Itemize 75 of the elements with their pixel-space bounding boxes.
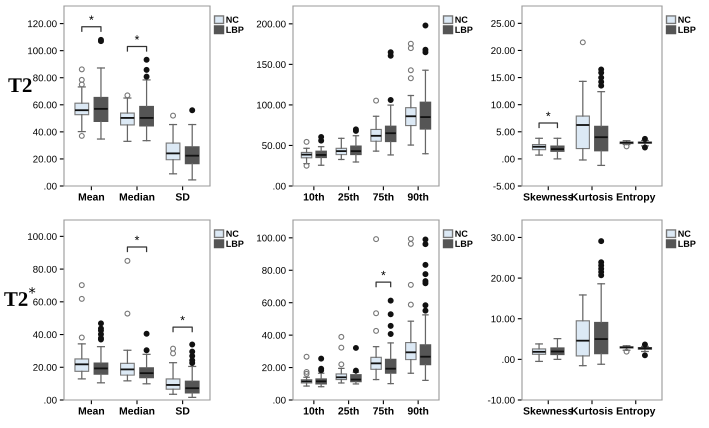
x-tick-label: Median: [120, 406, 154, 415]
y-tick-label: 150.00: [257, 61, 286, 68]
y-tick-label: .00: [502, 356, 515, 363]
x-tick-label: Skewness: [523, 406, 574, 415]
legend-label: LBP: [455, 240, 473, 247]
annotation: *: [381, 270, 386, 276]
x-tick-label: 90th: [408, 406, 428, 415]
legend-label: NC: [455, 230, 468, 237]
y-tick-label: 40.00: [32, 128, 57, 136]
y-tick-label: 120.00: [28, 20, 57, 28]
y-tick-label: 50.00: [262, 142, 286, 150]
y-tick-label: 80.00: [33, 74, 57, 82]
legend-label: LBP: [455, 26, 473, 33]
annotation: *: [180, 316, 185, 320]
y-tick-label: .00: [502, 156, 515, 163]
x-tick-label: 10th: [304, 406, 324, 415]
x-tick-label: 75th: [373, 192, 394, 201]
legend-label: NC: [455, 16, 468, 23]
y-tick-label: .00: [44, 396, 57, 404]
y-tick-label: 20.00: [262, 364, 286, 372]
x-tick-label: Mean: [78, 193, 104, 201]
y-tick-label: 20.00: [491, 47, 515, 54]
annotation: *: [134, 236, 140, 240]
y-tick-label: 80.00: [33, 266, 57, 273]
y-tick-label: 100.00: [257, 234, 286, 242]
x-tick-label: Mean: [78, 407, 104, 415]
x-tick-label: Median: [120, 192, 154, 201]
y-tick-label: 30.00: [491, 234, 515, 242]
y-tick-label: 20.00: [33, 364, 57, 371]
y-tick-label: 40.00: [32, 331, 57, 338]
x-tick-label: Kurtosis: [572, 406, 613, 415]
legend-label: NC: [226, 230, 239, 237]
y-tick-label: 100.00: [28, 47, 57, 54]
legend-label: LBP: [678, 26, 696, 33]
legend-label: NC: [678, 16, 691, 23]
x-tick-label: 90th: [408, 192, 428, 201]
x-tick-label: SD: [176, 193, 190, 201]
y-tick-label: 10.00: [491, 101, 515, 108]
y-tick-label: 80.00: [262, 267, 286, 274]
y-tick-label: 60.00: [33, 102, 57, 108]
legend-label: LBP: [226, 26, 244, 33]
y-axis-title: T2: [8, 78, 32, 92]
annotation: *: [89, 16, 94, 20]
legend-label: NC: [678, 230, 691, 237]
x-tick-label: 10th: [304, 192, 324, 201]
legend-label: LBP: [226, 240, 244, 247]
y-tick-label: 25.00: [491, 20, 515, 27]
y-tick-label: 5.00: [496, 128, 515, 136]
annotation: *: [134, 35, 140, 40]
y-tick-label: 40.00: [262, 332, 286, 339]
y-tick-label: 15.00: [491, 74, 515, 82]
x-tick-label: Kurtosis: [572, 192, 613, 201]
y-tick-label: -5.00: [493, 182, 515, 190]
legend-label: LBP: [678, 240, 696, 247]
y-tick-label: -10.00: [488, 396, 515, 404]
y-tick-label: .00: [44, 182, 57, 190]
x-tick-label: Entropy: [616, 407, 656, 417]
y-tick-label: 60.00: [33, 298, 57, 306]
y-tick-label: 20.00: [33, 156, 57, 163]
y-tick-label: 100.00: [28, 233, 57, 240]
y-tick-label: .00: [273, 182, 286, 190]
x-tick-label: SD: [176, 407, 190, 415]
y-tick-label: 100.00: [257, 102, 286, 109]
y-tick-label: 60.00: [262, 299, 286, 306]
x-tick-label: 75th: [373, 406, 394, 415]
y-tick-label: .00: [273, 396, 286, 404]
legend-label: NC: [226, 16, 239, 23]
y-tick-label: 200.00: [256, 20, 286, 28]
x-tick-label: Skewness: [523, 192, 574, 201]
y-tick-label: 20.00: [491, 274, 515, 282]
x-tick-label: Entropy: [616, 193, 656, 203]
annotation: *: [546, 112, 550, 116]
x-tick-label: 25th: [338, 406, 359, 415]
y-tick-label: 10.00: [491, 315, 515, 322]
x-tick-label: 25th: [338, 192, 359, 201]
